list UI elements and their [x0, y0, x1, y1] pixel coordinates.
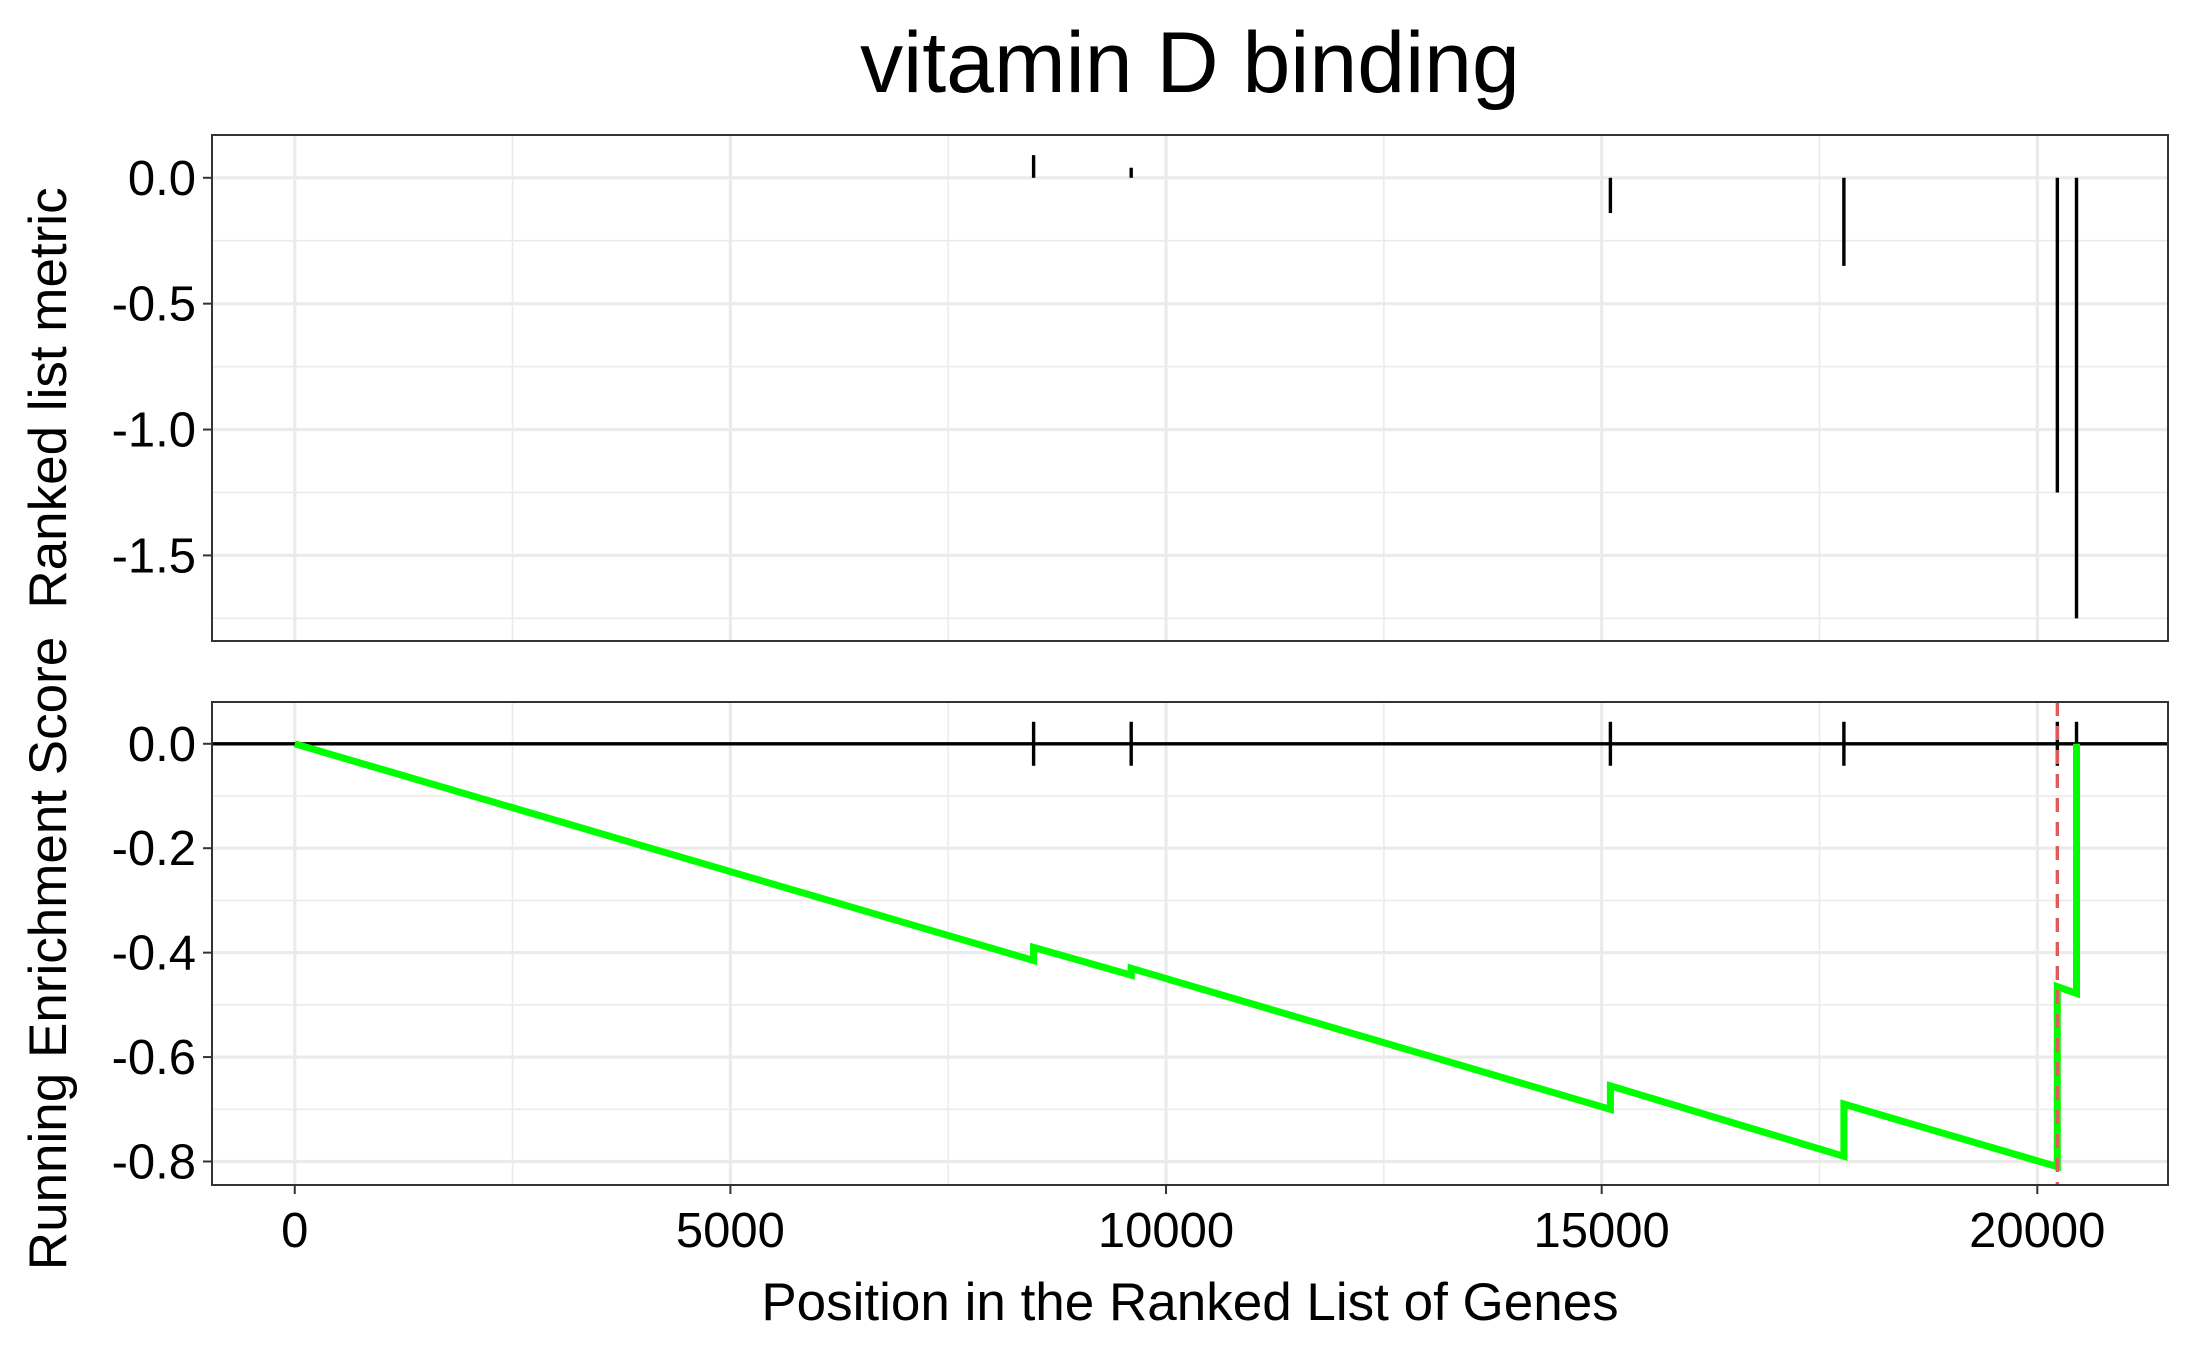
- running-enrichment-line: [293, 740, 2080, 1172]
- y-tick-label: -0.8: [112, 1136, 196, 1190]
- x-tick-label: 20000: [1969, 1204, 2105, 1258]
- x-tick-label: 15000: [1534, 1204, 1670, 1258]
- y-tick-label: -0.6: [112, 1031, 196, 1085]
- x-tick-label: 5000: [676, 1204, 785, 1258]
- panel-border: [211, 701, 2169, 1186]
- x-axis-title: Position in the Ranked List of Genes: [761, 1273, 1618, 1332]
- y-tick-label: -1.5: [112, 529, 196, 583]
- y-tick-label: 0.0: [128, 718, 196, 772]
- y-tick-label: 0.0: [128, 152, 196, 206]
- y-tick-label: -0.2: [112, 822, 196, 876]
- x-tick-label: 10000: [1098, 1204, 1234, 1258]
- x-tick-label: 0: [281, 1204, 308, 1258]
- running-score-panel: 0.0 -0.2 -0.4 -0.6 -0.8 0 5000 10000 15000 20000: [112, 701, 2169, 1258]
- y-tick-label: -0.4: [112, 927, 196, 981]
- y-axis-title-enrichment-score: Running Enrichment Score: [19, 637, 78, 1270]
- chart-title: vitamin D binding: [860, 15, 1520, 111]
- panel-border: [211, 134, 2169, 642]
- ranked-metric-panel: 0.0 -0.5 -1.0 -1.5: [112, 134, 2169, 642]
- y-tick-label: -1.0: [112, 404, 196, 458]
- y-tick-label: -0.5: [112, 278, 196, 332]
- y-axis-title-ranked-metric: Ranked list metric: [19, 187, 78, 608]
